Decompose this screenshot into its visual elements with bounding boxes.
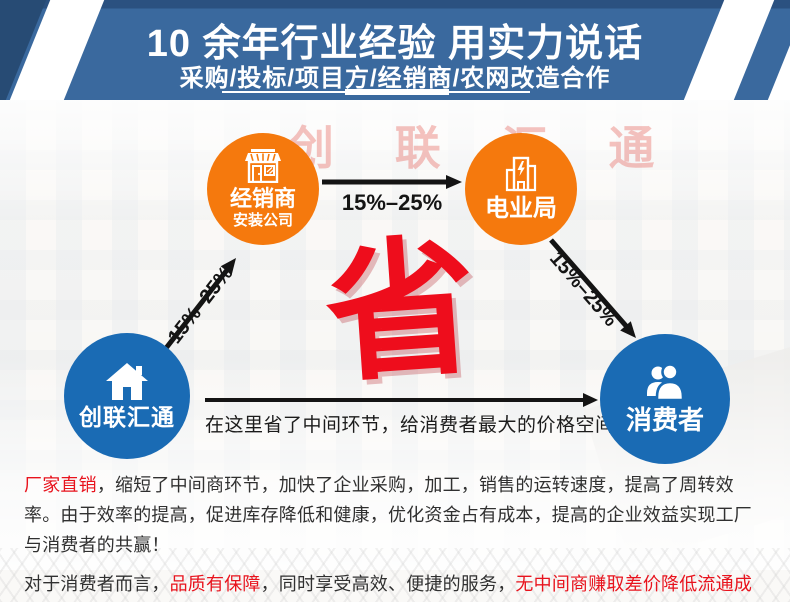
node-dealer-sublabel: 安装公司 bbox=[232, 212, 293, 230]
node-dealer: 经销商 安装公司 bbox=[207, 133, 319, 245]
paragraph-factory-direct: 厂家直销，缩短了中间商环节，加快了企业采购，加工，销售的运转速度，提高了周转效率… bbox=[24, 470, 768, 560]
node-power-label: 电业局 bbox=[485, 194, 557, 222]
benefit-paragraphs: 厂家直销，缩短了中间商环节，加快了企业采购，加工，销售的运转速度，提高了周转效率… bbox=[24, 470, 768, 602]
paragraph-factory-direct-text: ，缩短了中间商环节，加快了企业采购，加工，销售的运转速度，提高了周转效率。由于效… bbox=[24, 475, 752, 555]
save-character: 省 bbox=[320, 221, 482, 401]
paragraph-consumer-text-2: ，同时享受高效、便捷的服务， bbox=[260, 574, 516, 594]
paragraph-consumer-text-1: 对于消费者而言， bbox=[24, 574, 170, 594]
node-power-bureau: 电业局 bbox=[465, 133, 577, 245]
banner-title: 10 余年行业经验 用实力说话 bbox=[146, 23, 644, 65]
node-company-label: 创联汇通 bbox=[79, 404, 175, 431]
paragraph-consumer-benefit: 对于消费者而言，品质有保障，同时享受高效、便捷的服务，无中间商赚取差价降低流通成… bbox=[24, 569, 768, 602]
header-banner: 10 余年行业经验 用实力说话 采购/投标/项目方/经销商/农网改造合作 bbox=[0, 0, 790, 100]
node-consumer: 消费者 bbox=[600, 334, 730, 464]
people-icon bbox=[641, 362, 689, 406]
banner-subtitle: 采购/投标/项目方/经销商/农网改造合作 bbox=[179, 65, 611, 92]
highlight-quality: 品质有保障 bbox=[169, 574, 261, 594]
fence-pattern bbox=[0, 548, 790, 602]
highlight-no-middleman: 无中间商赚取差价降低流通成本 bbox=[515, 574, 753, 594]
power-building-icon bbox=[501, 156, 541, 195]
node-consumer-label: 消费者 bbox=[625, 404, 704, 435]
node-company: 创联汇通 bbox=[64, 333, 190, 459]
node-dealer-label: 经销商 bbox=[229, 185, 296, 211]
house-icon bbox=[104, 361, 150, 404]
banner-underline-accent bbox=[345, 89, 449, 95]
highlight-factory-direct: 厂家直销 bbox=[24, 475, 97, 495]
discount-label-dealer-power: 15%–25% bbox=[341, 190, 443, 215]
diagram-caption: 在这里省了中间环节，给消费者最大的价格空间 bbox=[205, 415, 615, 436]
storefront-icon bbox=[242, 148, 284, 186]
